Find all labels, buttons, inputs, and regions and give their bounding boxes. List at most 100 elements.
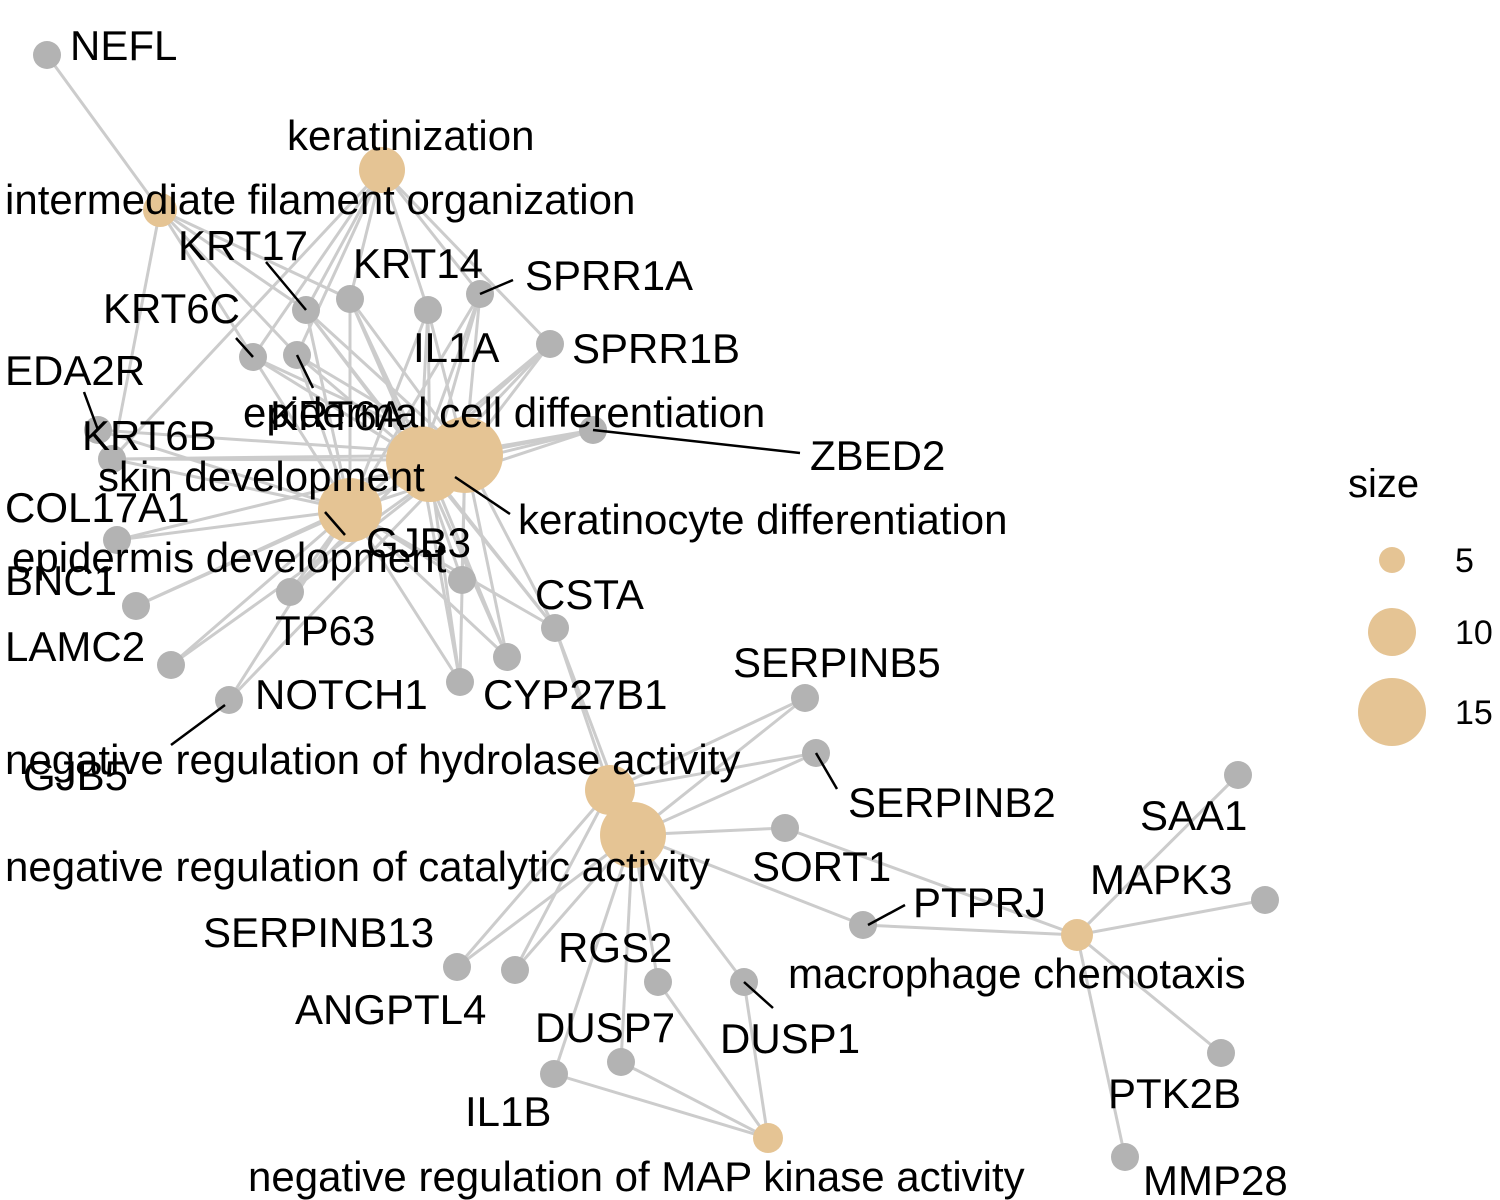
legend-circle-10 bbox=[1368, 608, 1416, 656]
category-node-nrha bbox=[585, 765, 635, 815]
gene-label-lamc2: LAMC2 bbox=[5, 623, 145, 670]
category-label-nrca: negative regulation of catalytic activit… bbox=[5, 843, 710, 890]
gene-node-il1a bbox=[414, 296, 442, 324]
category-label-nrmapk: negative regulation of MAP kinase activi… bbox=[248, 1153, 1025, 1200]
edge-krt17-ed bbox=[304, 309, 352, 511]
edge-sprr1b-keratinization bbox=[380, 168, 552, 346]
edge-il1a-keratinization bbox=[380, 169, 430, 311]
edge-krt6c-keratinization bbox=[251, 169, 384, 358]
edge-dusp7-nrmapk bbox=[620, 1060, 769, 1140]
edge-csta-kd bbox=[428, 469, 557, 629]
gene-node-mapk3 bbox=[1251, 886, 1279, 914]
gene-node-dusp7 bbox=[607, 1048, 635, 1076]
category-label-line-kd bbox=[454, 475, 511, 516]
edge-dusp1-nrmapk bbox=[742, 981, 770, 1139]
gene-label-sort1: SORT1 bbox=[752, 843, 891, 890]
gene-node-col17a1 bbox=[103, 526, 131, 554]
edge-krt6b-ed bbox=[111, 457, 351, 512]
category-label-mc: macrophage chemotaxis bbox=[788, 950, 1246, 997]
gene-label-gjb3: GJB3 bbox=[366, 519, 471, 566]
edge-col17a1-ed bbox=[116, 508, 351, 542]
category-label-kd: keratinocyte differentiation bbox=[518, 496, 1008, 543]
legend-items: 5 10 15 bbox=[1358, 542, 1493, 746]
gene-label-il1b: IL1B bbox=[465, 1088, 551, 1135]
gene-label-notch1: NOTCH1 bbox=[255, 671, 428, 718]
labels-layer: NEFL KRT17 KRT14 SPRR1A KRT6C IL1A SPRR1B EDA2R… bbox=[5, 22, 1288, 1200]
edge-ptprj-mc bbox=[862, 923, 1078, 937]
gene-label-sprr1a: SPRR1A bbox=[525, 252, 693, 299]
gene-node-serpinb13 bbox=[443, 953, 471, 981]
gene-label-tp63: TP63 bbox=[275, 607, 375, 654]
edge-sprr1a-ed bbox=[348, 293, 482, 511]
edge-bnc1-ed bbox=[135, 508, 351, 608]
edge-il1b-nrmapk bbox=[553, 1072, 769, 1140]
category-label-keratinization: keratinization bbox=[287, 112, 534, 159]
edge-serpinb13-nrha bbox=[455, 789, 612, 968]
gene-label-ptk2b: PTK2B bbox=[1108, 1070, 1241, 1117]
category-label-nrha: negative regulation of hydrolase activit… bbox=[5, 736, 740, 783]
edge-il1b-nrca bbox=[552, 834, 635, 1075]
gene-node-krt6b bbox=[98, 445, 126, 473]
gene-label-bnc1: BNC1 bbox=[5, 557, 117, 604]
category-label-ifo: intermediate filament organization bbox=[5, 176, 635, 223]
gene-label-line-zbed2 bbox=[592, 428, 801, 455]
size-legend: size 5 10 15 bbox=[1348, 462, 1493, 746]
gene-node-lamc2 bbox=[157, 651, 185, 679]
category-node-mc bbox=[1061, 919, 1093, 951]
edge-krt6b-keratinization bbox=[110, 168, 384, 461]
edge-dusp7-nrca bbox=[619, 834, 635, 1063]
edge-serpinb2-nrha bbox=[609, 751, 817, 792]
category-node-kd bbox=[398, 438, 462, 502]
gene-label-sprr1b: SPRR1B bbox=[572, 325, 740, 372]
gene-label-krt6a: KRT6A bbox=[270, 392, 405, 439]
gene-node-serpinb5 bbox=[791, 684, 819, 712]
edge-gjb5-ed bbox=[348, 509, 462, 683]
gene-label-line-sprr1a bbox=[479, 278, 514, 296]
gene-label-ptprj: PTPRJ bbox=[913, 879, 1046, 926]
gene-label-eda2r: EDA2R bbox=[5, 347, 145, 394]
edge-serpinb13-nrca bbox=[456, 833, 634, 969]
legend-circle-5 bbox=[1379, 547, 1405, 573]
edge-eda2r-ed bbox=[97, 428, 351, 512]
gene-label-rgs2: RGS2 bbox=[558, 924, 672, 971]
legend-circle-15 bbox=[1358, 678, 1426, 746]
edge-angptl4-nrha bbox=[513, 789, 612, 971]
category-label-skin: skin development bbox=[98, 453, 425, 500]
gene-label-il1a: IL1A bbox=[413, 324, 499, 371]
edge-krt6c-ifo bbox=[158, 209, 255, 358]
gene-label-csta: CSTA bbox=[535, 571, 644, 618]
gene-node-krt14 bbox=[336, 285, 364, 313]
gene-node-il1b bbox=[540, 1060, 568, 1088]
edge-lamc2-ed bbox=[170, 508, 351, 667]
edge-krt17-keratinization bbox=[304, 169, 384, 311]
gene-label-nefl: NEFL bbox=[70, 22, 177, 69]
edge-csta-ed bbox=[349, 508, 556, 630]
edge-sprr1a-keratinization bbox=[380, 169, 482, 295]
gene-label-krt17: KRT17 bbox=[178, 222, 308, 269]
gene-node-sprr1b bbox=[536, 330, 564, 358]
gene-node-nefl bbox=[33, 41, 61, 69]
edge-krt6a-ifo bbox=[158, 208, 299, 357]
edge-nefl-ifo bbox=[45, 54, 162, 211]
category-label-ed: epidermis development bbox=[12, 534, 447, 581]
edge-mmp28-mc bbox=[1075, 934, 1127, 1158]
gene-label-line-krt6a bbox=[295, 354, 315, 389]
edge-rgs2-nrmapk bbox=[656, 981, 770, 1139]
gene-label-zbed2: ZBED2 bbox=[810, 432, 945, 479]
gene-label-col17a1: COL17A1 bbox=[5, 484, 189, 531]
category-node-ifo bbox=[143, 193, 177, 227]
edge-serpinb5-nrca bbox=[632, 696, 806, 837]
gene-label-line-serpinb2 bbox=[814, 752, 839, 790]
gene-label-line-eda2r bbox=[82, 391, 100, 431]
edge-serpinb2-nrca bbox=[632, 751, 817, 837]
gene-label-gjb5: GJB5 bbox=[23, 752, 128, 799]
edge-mapk3-mc bbox=[1076, 898, 1266, 937]
gene-label-mmp28: MMP28 bbox=[1143, 1157, 1288, 1200]
nodes-layer bbox=[33, 41, 1279, 1171]
edge-krt14-ifo bbox=[159, 208, 351, 301]
gene-label-line-krt17 bbox=[265, 261, 307, 311]
gene-node-csta bbox=[541, 614, 569, 642]
gene-node-ptk2b bbox=[1207, 1039, 1235, 1067]
gene-node-bnc1 bbox=[122, 592, 150, 620]
